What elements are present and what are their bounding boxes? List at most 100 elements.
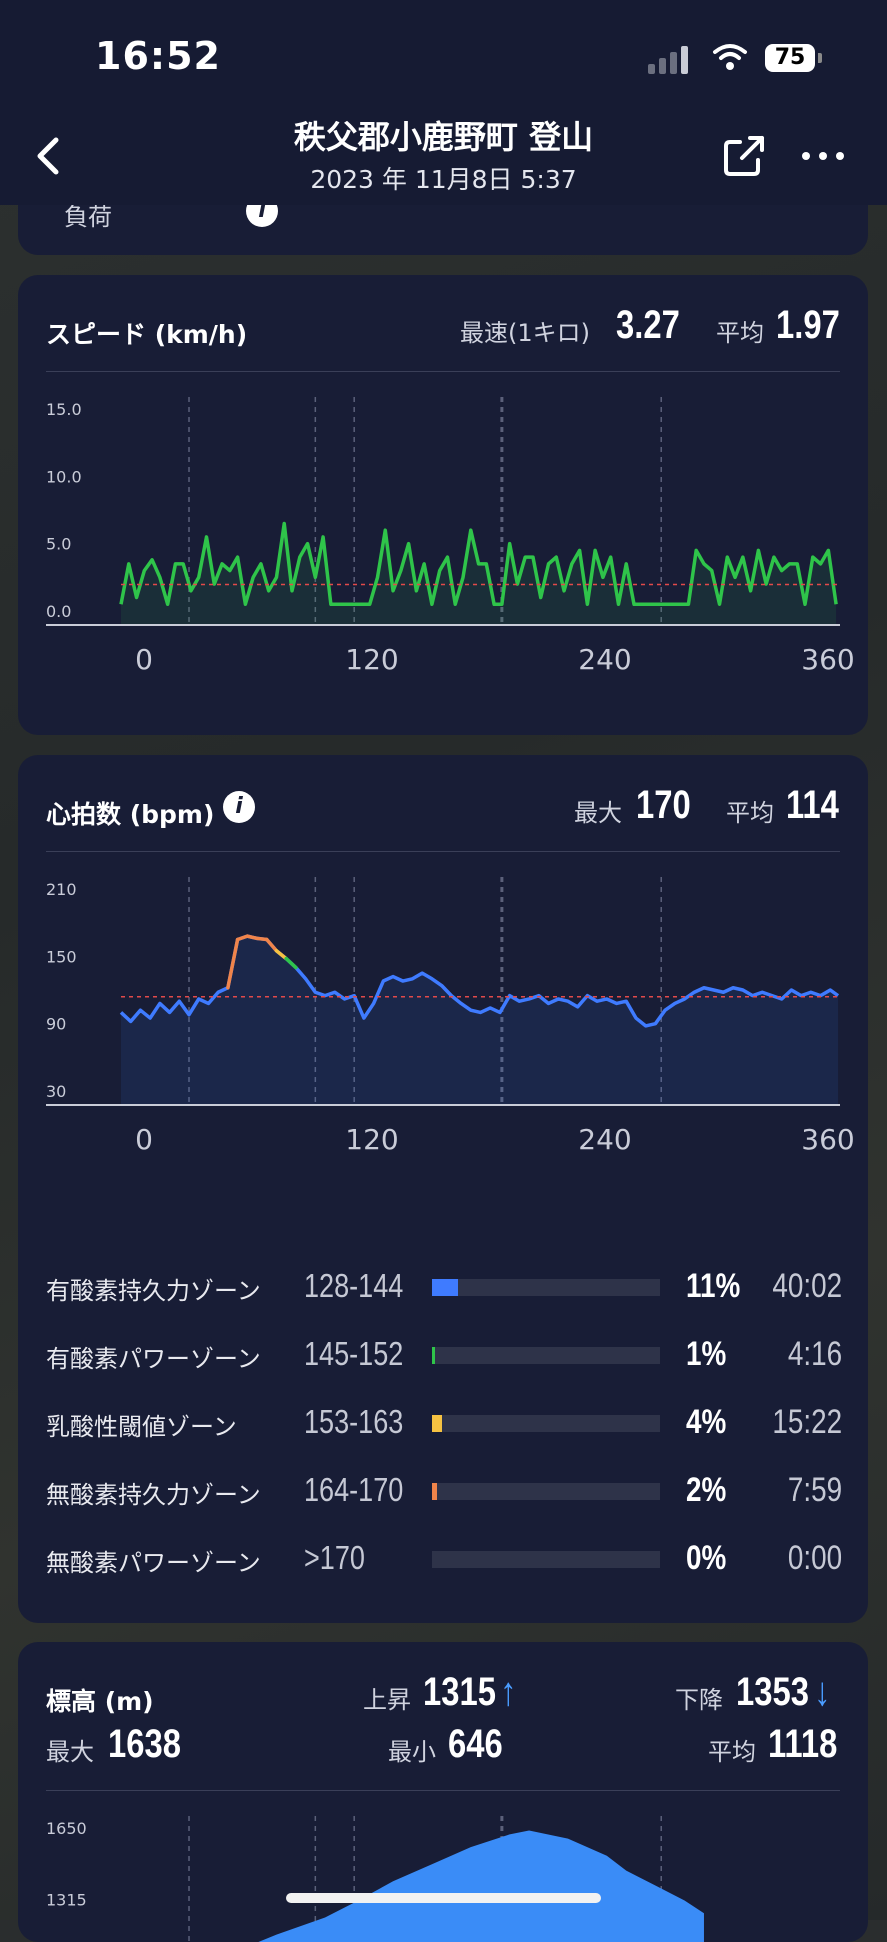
x-tick-label: 120 — [345, 643, 398, 676]
x-tick-label: 240 — [578, 643, 631, 676]
zone-name: 無酸素持久力ゾーン — [46, 1481, 261, 1509]
share-button[interactable] — [720, 132, 768, 180]
wifi-icon — [713, 44, 747, 70]
zone-percent: 11% — [686, 1267, 741, 1305]
battery-icon: 75 — [765, 44, 815, 72]
zone-bar-fill — [432, 1483, 437, 1500]
x-tick-label: 120 — [345, 1123, 398, 1156]
zone-bar — [432, 1347, 660, 1364]
zone-name: 有酸素パワーゾーン — [46, 1345, 261, 1373]
speed-divider — [46, 371, 840, 372]
zone-bar — [432, 1279, 660, 1296]
y-tick-label: 5.0 — [46, 535, 71, 554]
y-tick-label: 1650 — [46, 1819, 87, 1838]
elevation-min-value: 646 — [448, 1722, 503, 1766]
heart-rate-max-label: 最大 — [574, 799, 622, 827]
y-tick-label: 0.0 — [46, 602, 71, 621]
heart-rate-chart: 210 150 90 30 0 120 240 360 — [46, 877, 855, 1156]
ascent-value: 1315 — [423, 1670, 496, 1714]
x-tick-label: 0 — [135, 643, 153, 676]
ascent-label: 上昇 — [363, 1686, 411, 1714]
zone-percent: 1% — [686, 1335, 727, 1373]
descent-value: 1353 — [736, 1670, 809, 1714]
elevation-avg-label: 平均 — [708, 1738, 756, 1766]
series-area — [121, 523, 837, 625]
heart-rate-avg-value: 114 — [786, 783, 839, 827]
zone-row: 有酸素パワーゾーン 145-152 1% 4:16 — [18, 1333, 868, 1383]
zone-time: 15:22 — [772, 1403, 842, 1441]
zone-row: 無酸素パワーゾーン >170 0% 0:00 — [18, 1537, 868, 1587]
status-bar: 16:52 75 — [0, 0, 887, 110]
series-area — [121, 936, 839, 1105]
zone-colored-segment — [274, 948, 288, 961]
x-tick-label: 360 — [801, 1123, 854, 1156]
back-button[interactable] — [30, 134, 70, 178]
speed-card: スピード (km/h) 最速(1キロ) 3.27 平均 1.97 15.0 10.… — [18, 275, 868, 735]
y-tick-label: 90 — [46, 1015, 66, 1034]
cellular-signal-icon — [648, 44, 692, 74]
heart-rate-card: 心拍数 (bpm) i 最大 170 平均 114 210 150 90 30 0 120… — [18, 755, 868, 1623]
speed-max-label: 最速(1キロ) — [460, 319, 590, 347]
elevation-title: 標高 (m) — [46, 1687, 154, 1716]
load-label: 負荷 — [64, 205, 112, 231]
zone-colored-segment — [284, 956, 298, 970]
y-tick-label: 150 — [46, 947, 77, 966]
zone-percent: 0% — [686, 1539, 727, 1577]
x-tick-label: 240 — [578, 1123, 631, 1156]
zone-time: 7:59 — [787, 1471, 842, 1509]
zone-name: 乳酸性閾値ゾーン — [46, 1413, 237, 1441]
zone-row: 無酸素持久力ゾーン 164-170 2% 7:59 — [18, 1469, 868, 1519]
series-line — [119, 521, 838, 607]
zone-range: 153-163 — [304, 1403, 404, 1440]
zone-range: 128-144 — [304, 1267, 404, 1304]
zone-colored-segment — [226, 937, 240, 990]
zone-name: 無酸素パワーゾーン — [46, 1549, 261, 1577]
descent-arrow-icon: ↓ — [814, 1670, 831, 1714]
speed-avg-value: 1.97 — [776, 303, 840, 347]
elevation-max-label: 最大 — [46, 1738, 94, 1766]
heart-rate-title: 心拍数 (bpm) — [46, 800, 215, 829]
zone-bar — [432, 1551, 660, 1568]
speed-title: スピード (km/h) — [46, 320, 248, 349]
zone-time: 40:02 — [772, 1267, 842, 1305]
zone-time: 4:16 — [787, 1335, 842, 1373]
speed-max-value: 3.27 — [616, 303, 680, 347]
x-tick-label: 360 — [801, 643, 854, 676]
x-tick-label: 0 — [135, 1123, 153, 1156]
zone-bar-fill — [432, 1347, 435, 1364]
load-card: 負荷 i — [18, 205, 868, 255]
speed-avg-label: 平均 — [716, 319, 764, 347]
zone-bar-fill — [432, 1415, 442, 1432]
home-indicator[interactable] — [286, 1893, 601, 1903]
page-title: 秩父郡小鹿野町 登山 — [293, 118, 594, 156]
zone-name: 有酸素持久力ゾーン — [46, 1277, 261, 1305]
zone-range: 145-152 — [304, 1335, 404, 1372]
elevation-min-label: 最小 — [388, 1738, 436, 1766]
battery-tip — [818, 53, 822, 63]
zone-bar — [432, 1415, 660, 1432]
zone-row: 乳酸性閾値ゾーン 153-163 4% 15:22 — [18, 1401, 868, 1451]
zone-colored-segment — [264, 937, 279, 953]
y-tick-label: 10.0 — [46, 467, 82, 486]
y-tick-label: 30 — [46, 1082, 66, 1101]
elevation-avg-value: 1118 — [768, 1722, 838, 1766]
zone-percent: 2% — [686, 1471, 727, 1509]
descent-label: 下降 — [675, 1686, 723, 1714]
elevation-card: 標高 (m) 上昇 1315 ↑ 下降 1353 ↓ 最大 1638 最小 64… — [18, 1642, 868, 1942]
elevation-max-value: 1638 — [108, 1722, 181, 1766]
zone-bar — [432, 1483, 660, 1500]
heart-rate-divider — [46, 851, 840, 852]
y-tick-label: 210 — [46, 880, 77, 899]
load-info-icon[interactable]: i — [246, 205, 278, 227]
elevation-divider — [46, 1790, 840, 1791]
speed-chart: 15.0 10.0 5.0 0.0 0 120 240 360 — [46, 397, 855, 676]
activity-datetime: 2023 年 11月8日 5:37 — [310, 165, 577, 194]
y-tick-label: 1315 — [46, 1890, 87, 1909]
zone-time: 0:00 — [787, 1539, 842, 1577]
more-options-button[interactable] — [800, 140, 846, 170]
ascent-arrow-icon: ↑ — [500, 1670, 517, 1714]
elevation-area — [121, 1830, 704, 1942]
heart-rate-info-icon[interactable]: i — [223, 791, 255, 823]
zone-percent: 4% — [686, 1403, 727, 1441]
zone-range: 164-170 — [304, 1471, 404, 1508]
